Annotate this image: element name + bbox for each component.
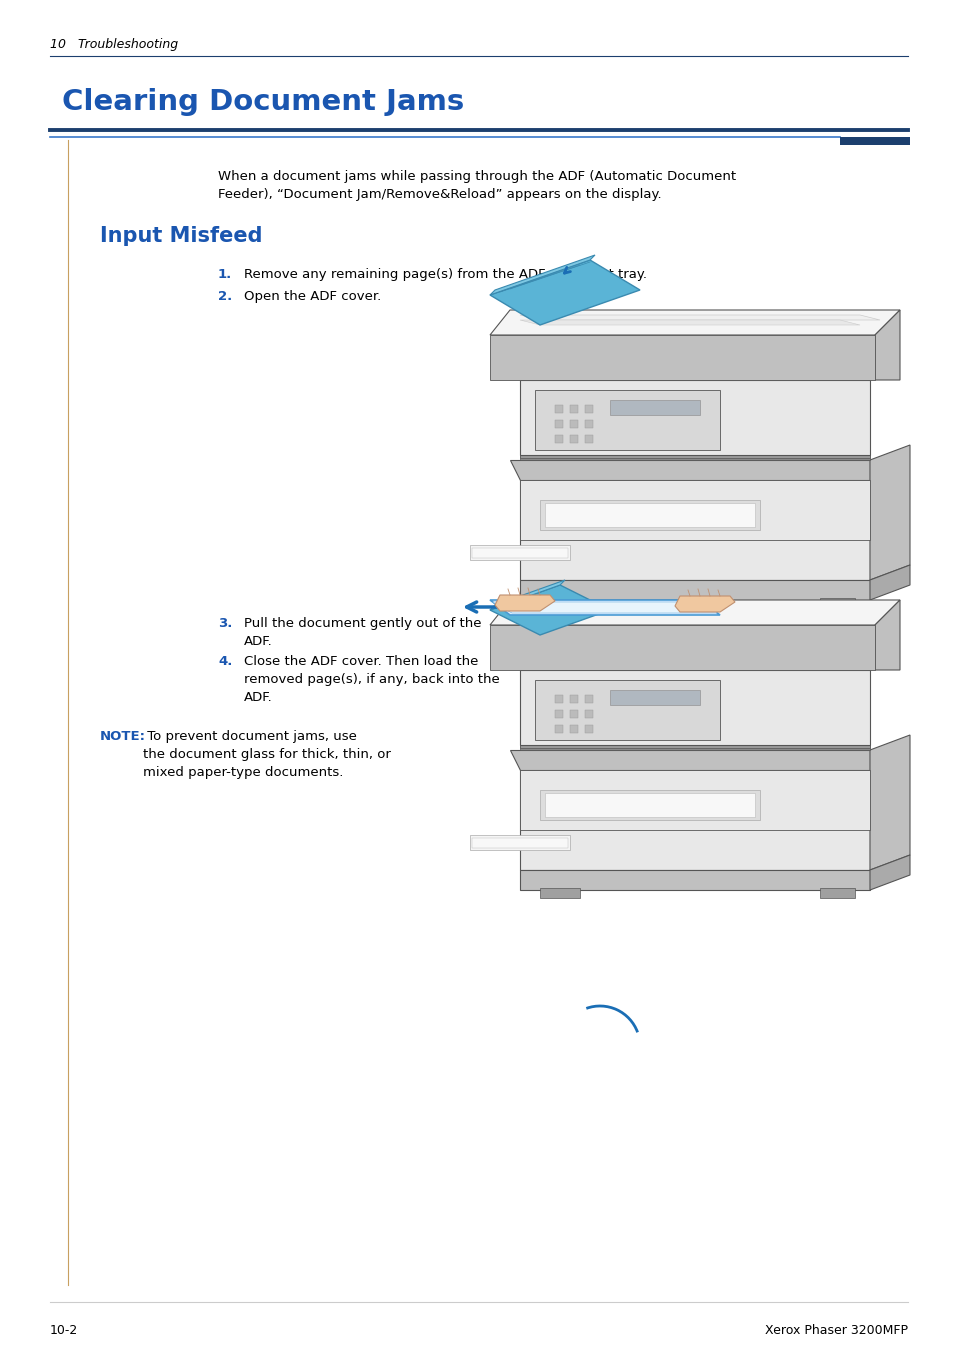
Text: 10-2: 10-2 xyxy=(50,1324,78,1337)
Polygon shape xyxy=(519,870,869,890)
Polygon shape xyxy=(519,380,869,455)
Polygon shape xyxy=(472,838,567,848)
Polygon shape xyxy=(869,444,909,580)
Polygon shape xyxy=(490,585,609,635)
Polygon shape xyxy=(535,680,720,740)
Polygon shape xyxy=(519,480,869,580)
Polygon shape xyxy=(874,309,899,380)
Polygon shape xyxy=(609,400,700,415)
Polygon shape xyxy=(675,596,734,612)
Polygon shape xyxy=(584,405,593,413)
Text: Xerox Phaser 3200MFP: Xerox Phaser 3200MFP xyxy=(764,1324,907,1337)
Polygon shape xyxy=(490,600,720,615)
Polygon shape xyxy=(569,435,578,443)
Text: Pull the document gently out of the
ADF.: Pull the document gently out of the ADF. xyxy=(244,617,481,648)
Text: 2.: 2. xyxy=(218,290,232,303)
Polygon shape xyxy=(519,770,869,870)
Text: NOTE:: NOTE: xyxy=(100,730,146,743)
Polygon shape xyxy=(584,435,593,443)
Polygon shape xyxy=(539,500,760,530)
Polygon shape xyxy=(490,626,874,670)
Polygon shape xyxy=(555,420,562,428)
Polygon shape xyxy=(519,580,869,600)
Polygon shape xyxy=(584,420,593,428)
Text: 1.: 1. xyxy=(218,267,232,281)
Polygon shape xyxy=(519,315,879,320)
Polygon shape xyxy=(490,255,595,295)
Polygon shape xyxy=(510,750,869,770)
Polygon shape xyxy=(544,793,754,817)
Text: Open the ADF cover.: Open the ADF cover. xyxy=(244,290,381,303)
Polygon shape xyxy=(490,259,639,326)
Polygon shape xyxy=(569,711,578,717)
Polygon shape xyxy=(569,420,578,428)
Polygon shape xyxy=(519,453,869,458)
Polygon shape xyxy=(869,565,909,600)
Text: 3.: 3. xyxy=(218,617,233,630)
Polygon shape xyxy=(510,459,869,480)
Polygon shape xyxy=(869,855,909,890)
Polygon shape xyxy=(539,888,579,898)
Polygon shape xyxy=(519,455,869,459)
Polygon shape xyxy=(555,435,562,443)
Polygon shape xyxy=(490,309,899,335)
Polygon shape xyxy=(490,335,874,380)
Polygon shape xyxy=(539,790,760,820)
Polygon shape xyxy=(874,600,899,670)
Polygon shape xyxy=(490,600,899,626)
Polygon shape xyxy=(519,744,869,750)
Text: When a document jams while passing through the ADF (Automatic Document
Feeder), : When a document jams while passing throu… xyxy=(218,170,736,201)
Polygon shape xyxy=(519,770,869,830)
Bar xyxy=(840,136,909,145)
Polygon shape xyxy=(869,735,909,870)
Polygon shape xyxy=(555,711,562,717)
Polygon shape xyxy=(535,390,720,450)
Text: Close the ADF cover. Then load the
removed page(s), if any, back into the
ADF.: Close the ADF cover. Then load the remov… xyxy=(244,655,499,704)
Polygon shape xyxy=(470,835,569,850)
Polygon shape xyxy=(495,594,555,611)
Text: 4.: 4. xyxy=(218,655,233,667)
Polygon shape xyxy=(569,405,578,413)
Polygon shape xyxy=(820,598,854,608)
Text: Clearing Document Jams: Clearing Document Jams xyxy=(62,88,464,116)
Polygon shape xyxy=(609,690,700,705)
Polygon shape xyxy=(584,694,593,703)
Polygon shape xyxy=(544,503,754,527)
Polygon shape xyxy=(472,549,567,558)
Polygon shape xyxy=(492,603,718,613)
Polygon shape xyxy=(519,480,869,540)
Text: Remove any remaining page(s) from the ADF and input tray.: Remove any remaining page(s) from the AD… xyxy=(244,267,646,281)
Text: 10   Troubleshooting: 10 Troubleshooting xyxy=(50,38,178,51)
Polygon shape xyxy=(490,580,564,611)
Polygon shape xyxy=(539,598,579,608)
Polygon shape xyxy=(470,544,569,561)
Polygon shape xyxy=(584,725,593,734)
Polygon shape xyxy=(519,742,869,748)
Polygon shape xyxy=(584,711,593,717)
Polygon shape xyxy=(555,694,562,703)
Text: Input Misfeed: Input Misfeed xyxy=(100,226,262,246)
Polygon shape xyxy=(519,320,859,326)
Polygon shape xyxy=(820,888,854,898)
Text: To prevent document jams, use
the document glass for thick, thin, or
mixed paper: To prevent document jams, use the docume… xyxy=(143,730,391,780)
Polygon shape xyxy=(555,725,562,734)
Polygon shape xyxy=(555,405,562,413)
Polygon shape xyxy=(519,670,869,744)
Polygon shape xyxy=(569,694,578,703)
Polygon shape xyxy=(569,725,578,734)
